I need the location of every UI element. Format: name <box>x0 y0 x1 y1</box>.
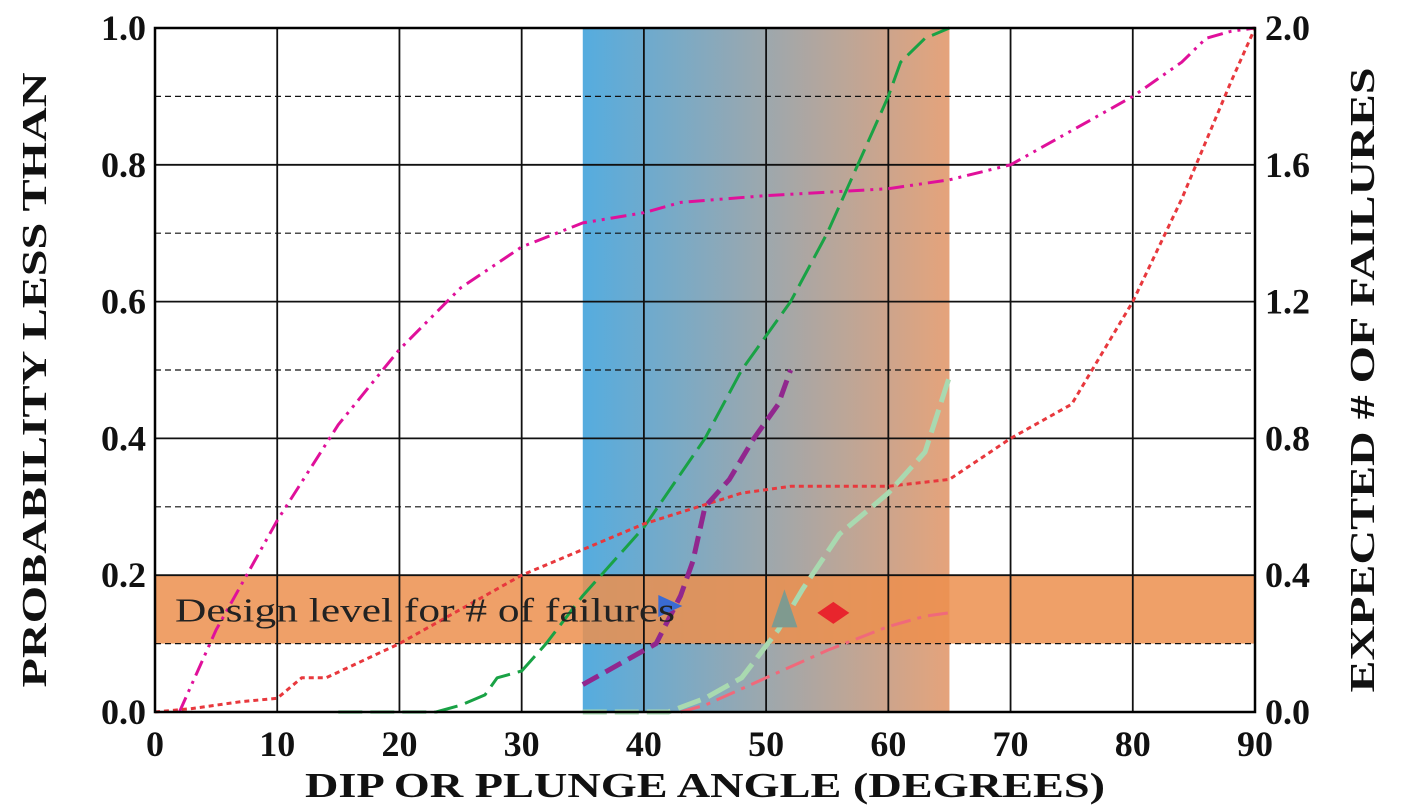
right-y-tick-label: 2.0 <box>1265 8 1310 48</box>
x-tick-label: 0 <box>146 724 164 764</box>
x-tick-label: 20 <box>381 724 417 764</box>
series-line-2 <box>338 26 950 714</box>
marker-layer <box>658 589 850 628</box>
x-tick-label: 80 <box>1115 724 1151 764</box>
series-line-6 <box>680 611 950 714</box>
series-line-4 <box>581 369 793 687</box>
x-tick-label: 50 <box>748 724 784 764</box>
left-y-tick-label: 0.0 <box>101 692 146 732</box>
right-y-tick-label: 1.2 <box>1265 282 1310 322</box>
left-y-tick-label: 0.4 <box>101 418 146 458</box>
marker-triangle-right <box>658 594 683 617</box>
x-tick-label: 10 <box>259 724 295 764</box>
grid-lines <box>155 28 1255 712</box>
left-y-tick-label: 0.2 <box>101 555 146 595</box>
right-y-tick-label: 0.0 <box>1265 692 1310 732</box>
marker-triangle-up <box>771 589 798 628</box>
x-tick-label: 30 <box>504 724 540 764</box>
design-level-band <box>155 575 1255 644</box>
x-tick-label: 40 <box>626 724 662 764</box>
left-y-tick-label: 1.0 <box>101 8 146 48</box>
right-y-axis-title: EXPECTED # OF FAILURES <box>1343 68 1382 693</box>
series-line-1 <box>178 26 1256 713</box>
x-tick-label: 60 <box>870 724 906 764</box>
right-y-tick-label: 0.4 <box>1265 555 1310 595</box>
left-y-axis-title: PROBABILITY LESS THAN <box>15 73 54 688</box>
marker-diamond <box>817 601 850 624</box>
right-y-tick-label: 1.6 <box>1265 145 1310 185</box>
tick-labels: 0 10 20 30 40 50 60 70 80 900.00.20.40.60.81.00.0… <box>101 8 1310 764</box>
design-level-label: Design level for # of failures <box>175 592 675 629</box>
left-y-tick-label: 0.6 <box>101 282 146 322</box>
x-tick-label: 90 <box>1237 724 1273 764</box>
series-line-3 <box>154 27 1257 714</box>
right-y-tick-label: 0.8 <box>1265 418 1310 458</box>
left-y-tick-label: 0.8 <box>101 145 146 185</box>
x-axis-title: DIP OR PLUNGE ANGLE (DEGREES) <box>305 766 1105 805</box>
plot-frame <box>153 26 1257 714</box>
x-tick-label: 70 <box>993 724 1029 764</box>
